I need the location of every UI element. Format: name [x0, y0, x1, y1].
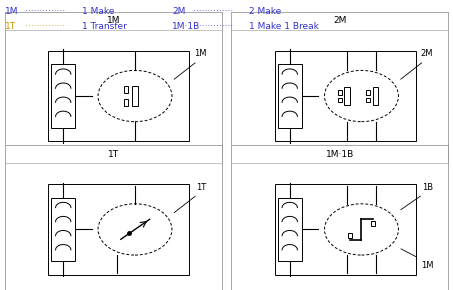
Text: 2M: 2M — [172, 7, 186, 16]
Bar — [51, 64, 75, 128]
Text: ··············: ·············· — [193, 22, 233, 31]
Bar — [344, 87, 351, 105]
Text: 1M: 1M — [401, 249, 433, 270]
Bar — [366, 90, 371, 95]
Text: 1M: 1M — [5, 7, 18, 16]
Text: 1M: 1M — [174, 49, 207, 79]
Text: 1 Make: 1 Make — [82, 7, 114, 16]
Bar — [132, 86, 138, 106]
Text: 1 Make 1 Break: 1 Make 1 Break — [249, 22, 319, 31]
Bar — [48, 51, 189, 141]
Bar — [371, 221, 375, 226]
Text: 1M·1B: 1M·1B — [326, 150, 354, 159]
Bar — [124, 99, 128, 106]
Bar — [278, 198, 302, 261]
Bar — [366, 98, 371, 102]
Text: 1M: 1M — [106, 16, 120, 25]
Bar — [338, 90, 342, 95]
Bar — [348, 233, 352, 238]
Text: ··············: ·············· — [25, 7, 65, 16]
Bar — [124, 86, 128, 93]
Text: ··············: ·············· — [193, 7, 233, 16]
Text: 2M: 2M — [333, 16, 347, 25]
Bar — [51, 198, 75, 261]
Text: ··············: ·············· — [25, 22, 65, 31]
Bar — [372, 87, 379, 105]
Bar — [338, 98, 342, 102]
Text: 1B: 1B — [401, 183, 433, 210]
Text: 1T: 1T — [5, 22, 16, 31]
Text: 1M·1B: 1M·1B — [172, 22, 200, 31]
Bar — [275, 51, 416, 141]
Text: 1 Transfer: 1 Transfer — [82, 22, 126, 31]
Text: 2 Make: 2 Make — [249, 7, 281, 16]
Text: 1T: 1T — [174, 183, 207, 213]
Bar — [48, 184, 189, 275]
Bar — [275, 184, 416, 275]
Text: 1T: 1T — [108, 150, 119, 159]
Text: 2M: 2M — [400, 49, 433, 79]
Bar — [278, 64, 302, 128]
